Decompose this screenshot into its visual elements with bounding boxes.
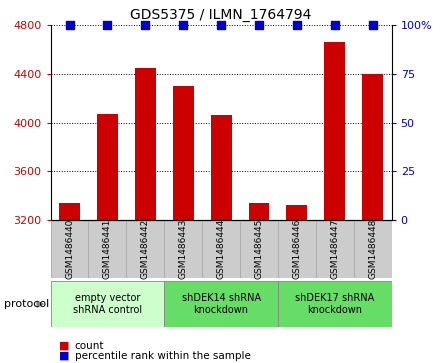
Text: GSM1486448: GSM1486448	[368, 218, 377, 279]
Text: GSM1486447: GSM1486447	[330, 218, 339, 279]
Text: GSM1486446: GSM1486446	[292, 218, 301, 279]
Point	[142, 23, 149, 28]
Bar	[59, 203, 80, 220]
Bar	[164, 281, 278, 327]
Bar	[97, 114, 118, 220]
Point	[180, 23, 187, 28]
Bar	[88, 221, 126, 278]
Bar	[286, 205, 307, 220]
Text: GSM1486442: GSM1486442	[141, 218, 150, 278]
Bar	[202, 221, 240, 278]
Bar	[135, 68, 156, 220]
Bar	[164, 221, 202, 278]
Text: GSM1486443: GSM1486443	[179, 218, 188, 279]
Text: shDEK14 shRNA
knockdown: shDEK14 shRNA knockdown	[182, 293, 260, 315]
Point	[66, 23, 73, 28]
Text: empty vector
shRNA control: empty vector shRNA control	[73, 293, 142, 315]
Bar	[362, 74, 383, 220]
Bar	[278, 221, 316, 278]
Point	[104, 23, 111, 28]
Bar	[173, 86, 194, 220]
Bar	[51, 221, 88, 278]
Text: ■: ■	[59, 351, 70, 361]
Text: GSM1486444: GSM1486444	[216, 218, 226, 278]
Point	[293, 23, 301, 28]
Bar	[324, 42, 345, 220]
Point	[218, 23, 225, 28]
Bar	[51, 281, 164, 327]
Point	[256, 23, 263, 28]
Text: GSM1486445: GSM1486445	[254, 218, 264, 279]
Bar	[126, 221, 164, 278]
Point	[331, 23, 338, 28]
Bar	[316, 221, 354, 278]
Bar	[249, 203, 269, 220]
Bar	[211, 115, 231, 220]
Text: GSM1486440: GSM1486440	[65, 218, 74, 279]
Bar	[240, 221, 278, 278]
Text: ■: ■	[59, 340, 70, 351]
Bar	[278, 281, 392, 327]
Text: percentile rank within the sample: percentile rank within the sample	[75, 351, 251, 361]
Text: count: count	[75, 340, 104, 351]
Text: protocol: protocol	[4, 299, 50, 309]
Text: shDEK17 shRNA
knockdown: shDEK17 shRNA knockdown	[295, 293, 374, 315]
Point	[369, 23, 376, 28]
Text: GSM1486441: GSM1486441	[103, 218, 112, 279]
Bar	[354, 221, 392, 278]
Title: GDS5375 / ILMN_1764794: GDS5375 / ILMN_1764794	[130, 8, 312, 22]
